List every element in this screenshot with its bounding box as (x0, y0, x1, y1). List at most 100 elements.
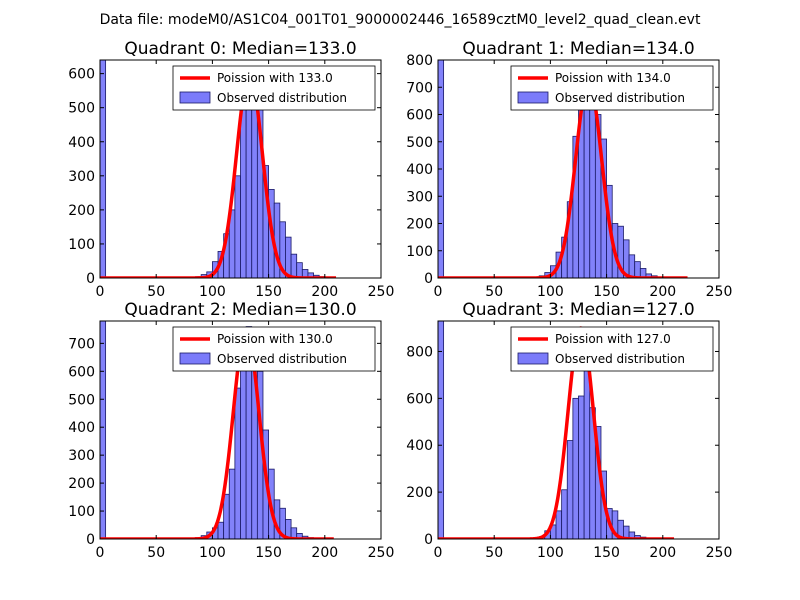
y-tick-label: 300 (68, 169, 95, 185)
y-tick-label: 300 (68, 448, 95, 464)
y-tick-label: 0 (424, 532, 433, 548)
figure-title: Data file: modeM0/AS1C04_001T01_90000024… (100, 12, 701, 28)
y-tick-label: 800 (406, 344, 433, 360)
histogram-bar (572, 397, 579, 539)
x-tick-label: 250 (368, 284, 395, 300)
y-tick-label: 600 (68, 364, 95, 380)
x-tick-label: 50 (485, 545, 503, 561)
x-tick-label: 100 (537, 284, 564, 300)
y-tick-label: 300 (406, 189, 433, 205)
histogram-bar (234, 387, 241, 539)
x-tick-label: 0 (434, 284, 443, 300)
histogram-bar (561, 489, 568, 539)
y-tick-label: 400 (68, 420, 95, 436)
y-tick-label: 100 (406, 244, 433, 260)
x-tick-label: 150 (255, 284, 282, 300)
x-tick-label: 250 (706, 545, 733, 561)
subplot-quadrant-1: 0 50 100 150 200 250 0 100 200 300 400 500 600 700 800… (406, 39, 732, 300)
histogram-bar (589, 86, 596, 278)
histogram-bar (100, 60, 107, 278)
legend-poisson-label: Poission with 130.0 (217, 332, 333, 346)
subplot-quadrant-3: 0 50 100 150 200 250 0 200 400 600 800 Quadrant 3: … (406, 300, 732, 561)
y-tick-label: 100 (68, 237, 95, 253)
histogram-bar (228, 468, 236, 539)
y-tick-label: 200 (406, 485, 433, 501)
legend-observed-label: Observed distribution (555, 91, 685, 105)
legend-observed-swatch (179, 352, 211, 365)
x-tick-label: 0 (96, 545, 105, 561)
histogram-bar (566, 440, 574, 539)
histogram-bar (628, 254, 636, 278)
subplot-title: Quadrant 2: Median=130.0 (124, 300, 356, 320)
axes-frame (99, 320, 382, 540)
histogram-bar (285, 236, 292, 278)
x-tick-label: 0 (434, 545, 443, 561)
y-tick-label: 500 (406, 135, 433, 151)
subplot-title: Quadrant 1: Median=134.0 (462, 39, 694, 59)
y-tick-label: 0 (424, 271, 433, 287)
histogram-bar (100, 321, 107, 539)
legend: Poission with 134.0 Observed distribution (510, 65, 714, 111)
plot-area (100, 321, 335, 539)
histogram-bar (217, 521, 225, 539)
x-tick-label: 150 (255, 545, 282, 561)
legend-poisson-label: Poission with 127.0 (555, 332, 671, 346)
subplot-quadrant-0: 0 50 100 150 200 250 0 100 200 300 400 500 600 Quadra… (68, 39, 394, 300)
x-tick-label: 100 (199, 545, 226, 561)
x-tick-label: 0 (96, 284, 105, 300)
legend-observed-swatch (179, 91, 211, 104)
subplot-grid: 0 50 100 150 200 2500100200300400500600Quadra… (68, 39, 732, 561)
histogram-bar (290, 253, 298, 278)
y-tick-label: 500 (68, 101, 95, 117)
x-tick-label: 200 (311, 545, 338, 561)
axes-frame (99, 59, 382, 279)
y-tick-label: 700 (68, 336, 95, 352)
x-tick-label: 100 (537, 545, 564, 561)
y-tick-label: 600 (406, 391, 433, 407)
y-tick-label: 200 (68, 203, 95, 219)
y-tick-label: 0 (86, 532, 95, 548)
y-tick-label: 600 (68, 67, 95, 83)
histogram-bar (555, 510, 563, 539)
subplot-title: Quadrant 3: Median=127.0 (462, 300, 694, 320)
histogram-bar (578, 395, 585, 539)
legend: Poission with 130.0 Observed distribution (172, 326, 376, 372)
y-tick-label: 400 (406, 438, 433, 454)
histogram-bar (240, 368, 247, 539)
y-tick-label: 400 (68, 135, 95, 151)
x-tick-label: 100 (199, 284, 226, 300)
histogram-bar (223, 493, 230, 539)
axes-frame (437, 320, 720, 540)
x-tick-label: 250 (706, 284, 733, 300)
legend-observed-label: Observed distribution (217, 91, 347, 105)
plot-area (438, 321, 676, 539)
x-tick-label: 200 (649, 545, 676, 561)
x-tick-label: 50 (147, 284, 165, 300)
histogram-bar (234, 175, 241, 278)
y-tick-label: 100 (68, 504, 95, 520)
legend-poisson-label: Poission with 134.0 (555, 71, 671, 85)
y-tick-label: 600 (406, 108, 433, 124)
histogram-bar (438, 321, 445, 539)
y-tick-label: 500 (68, 392, 95, 408)
x-tick-label: 200 (649, 284, 676, 300)
subplot-quadrant-2: 0 50 100 150 200 250 0 100 200 300 400 500 600 700 Qua… (68, 300, 394, 561)
x-tick-label: 50 (147, 545, 165, 561)
histogram-bar (296, 262, 303, 278)
legend: Poission with 127.0 Observed distribution (510, 326, 714, 372)
legend-poisson-label: Poission with 133.0 (217, 71, 333, 85)
histogram-bar (634, 261, 641, 278)
y-tick-label: 400 (406, 162, 433, 178)
legend-observed-swatch (517, 352, 549, 365)
x-tick-label: 150 (593, 284, 620, 300)
y-tick-label: 200 (68, 476, 95, 492)
y-tick-label: 700 (406, 80, 433, 96)
y-tick-label: 0 (86, 271, 95, 287)
y-tick-label: 200 (406, 217, 433, 233)
legend-observed-label: Observed distribution (555, 352, 685, 366)
legend-observed-label: Observed distribution (217, 352, 347, 366)
subplot-title: Quadrant 0: Median=133.0 (124, 39, 356, 59)
legend: Poission with 133.0 Observed distribution (172, 65, 376, 111)
y-tick-label: 800 (406, 53, 433, 69)
